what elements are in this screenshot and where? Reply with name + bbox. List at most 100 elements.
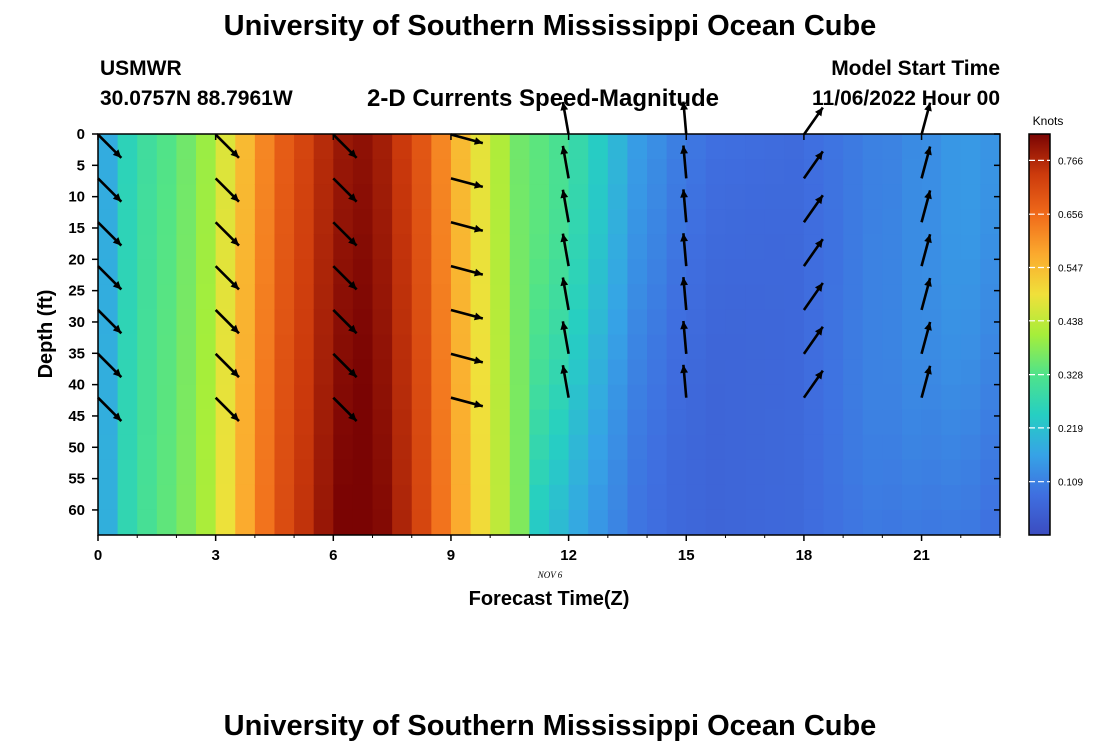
vector-head — [814, 151, 823, 161]
heatmap-cell — [784, 309, 805, 336]
heatmap-cell — [117, 434, 138, 461]
heatmap-cell — [117, 134, 138, 160]
heatmap-cell — [627, 384, 648, 411]
heatmap-cell — [607, 184, 629, 210]
heatmap-cell — [509, 134, 530, 160]
x-tick-label: 9 — [447, 547, 455, 564]
heatmap-cell — [568, 209, 589, 235]
current-vector — [97, 396, 123, 422]
heatmap-cell — [431, 284, 452, 311]
current-vector — [680, 364, 688, 398]
heatmap-cell — [529, 409, 550, 436]
heatmap-cell — [843, 459, 864, 486]
heatmap-cell — [647, 434, 668, 461]
heatmap-cell — [960, 334, 981, 361]
heatmap-cell — [392, 259, 413, 285]
current-vector — [920, 365, 932, 399]
heatmap-cell — [352, 159, 374, 185]
heatmap-cell — [117, 309, 138, 336]
heatmap-cell — [745, 234, 766, 260]
heatmap-cell — [705, 284, 727, 311]
heatmap-cell — [372, 334, 393, 361]
vector-head — [680, 101, 688, 111]
heatmap-cell — [137, 159, 158, 185]
heatmap-cell — [509, 184, 530, 210]
heatmap-cell — [627, 309, 648, 336]
vector-head — [473, 312, 483, 321]
heatmap-cell — [411, 509, 432, 535]
heatmap-cell — [666, 259, 687, 285]
heatmap-cell — [568, 434, 589, 461]
heatmap-cell — [352, 509, 374, 535]
heatmap-cell — [490, 384, 511, 411]
vector-head — [112, 412, 122, 422]
heatmap-cell — [921, 384, 942, 411]
heatmap-cell — [568, 309, 589, 336]
heatmap-cell — [254, 334, 276, 361]
heatmap-cell — [882, 284, 903, 311]
heatmap-cell — [156, 384, 178, 411]
heatmap-cell — [176, 409, 197, 436]
heatmap-cell — [803, 134, 825, 160]
heatmap-cell — [176, 259, 197, 285]
heatmap-cell — [549, 309, 570, 336]
heatmap-cell — [980, 434, 1000, 461]
vector-head — [230, 280, 239, 290]
heatmap-cell — [274, 309, 295, 336]
heatmap-cell — [450, 134, 472, 160]
heatmap-cell — [607, 484, 629, 511]
heatmap-cell — [352, 209, 374, 235]
vector-head — [348, 193, 357, 202]
vector-head — [473, 400, 483, 408]
heatmap-cell — [529, 359, 550, 386]
heatmap-cell — [960, 134, 981, 160]
heatmap-cell — [627, 359, 648, 386]
heatmap-cell — [529, 434, 550, 461]
x-tick-label: 15 — [678, 547, 695, 564]
heatmap-cell — [843, 409, 864, 436]
y-axis-title: Depth (ft) — [35, 290, 57, 379]
heatmap-cell — [450, 159, 472, 185]
heatmap-cell — [352, 134, 374, 160]
heatmap-cell — [529, 484, 550, 511]
heatmap-cell — [98, 259, 119, 285]
heatmap-cell — [470, 184, 491, 210]
heatmap-cell — [745, 309, 766, 336]
heatmap-cell — [686, 384, 707, 411]
heatmap-cell — [568, 284, 589, 311]
heatmap-cell — [137, 134, 158, 160]
heatmap-cell — [392, 309, 413, 336]
heatmap-cell — [392, 284, 413, 311]
speed-heatmap — [98, 134, 1000, 535]
current-vector — [214, 221, 240, 247]
heatmap-cell — [313, 459, 334, 486]
heatmap-cell — [450, 284, 472, 311]
heatmap-cell — [882, 384, 903, 411]
heatmap-cell — [235, 284, 256, 311]
heatmap-cell — [784, 334, 805, 361]
heatmap-cell — [235, 334, 256, 361]
heatmap-cell — [666, 409, 687, 436]
current-vector — [560, 364, 570, 398]
y-tick-label: 25 — [68, 283, 85, 300]
heatmap-cell — [666, 384, 687, 411]
current-vector — [214, 265, 240, 291]
current-vector — [332, 265, 358, 291]
heatmap-cell — [686, 184, 707, 210]
heatmap-cell — [705, 334, 727, 361]
heatmap-cell — [254, 184, 276, 210]
colorbar-tick-label: 0.656 — [1058, 210, 1083, 221]
heatmap-cell — [411, 359, 432, 386]
heatmap-cell — [450, 359, 472, 386]
heatmap-cell — [745, 484, 766, 511]
heatmap-cell — [509, 334, 530, 361]
heatmap-cell — [921, 259, 942, 285]
heatmap-cell — [313, 284, 334, 311]
heatmap-cell — [215, 484, 236, 511]
heatmap-cell — [941, 409, 962, 436]
heatmap-cell — [392, 384, 413, 411]
heatmap-cell — [450, 484, 472, 511]
heatmap-cell — [372, 284, 393, 311]
x-axis-title: Forecast Time(Z) — [469, 588, 630, 610]
heatmap-cell — [764, 509, 785, 535]
